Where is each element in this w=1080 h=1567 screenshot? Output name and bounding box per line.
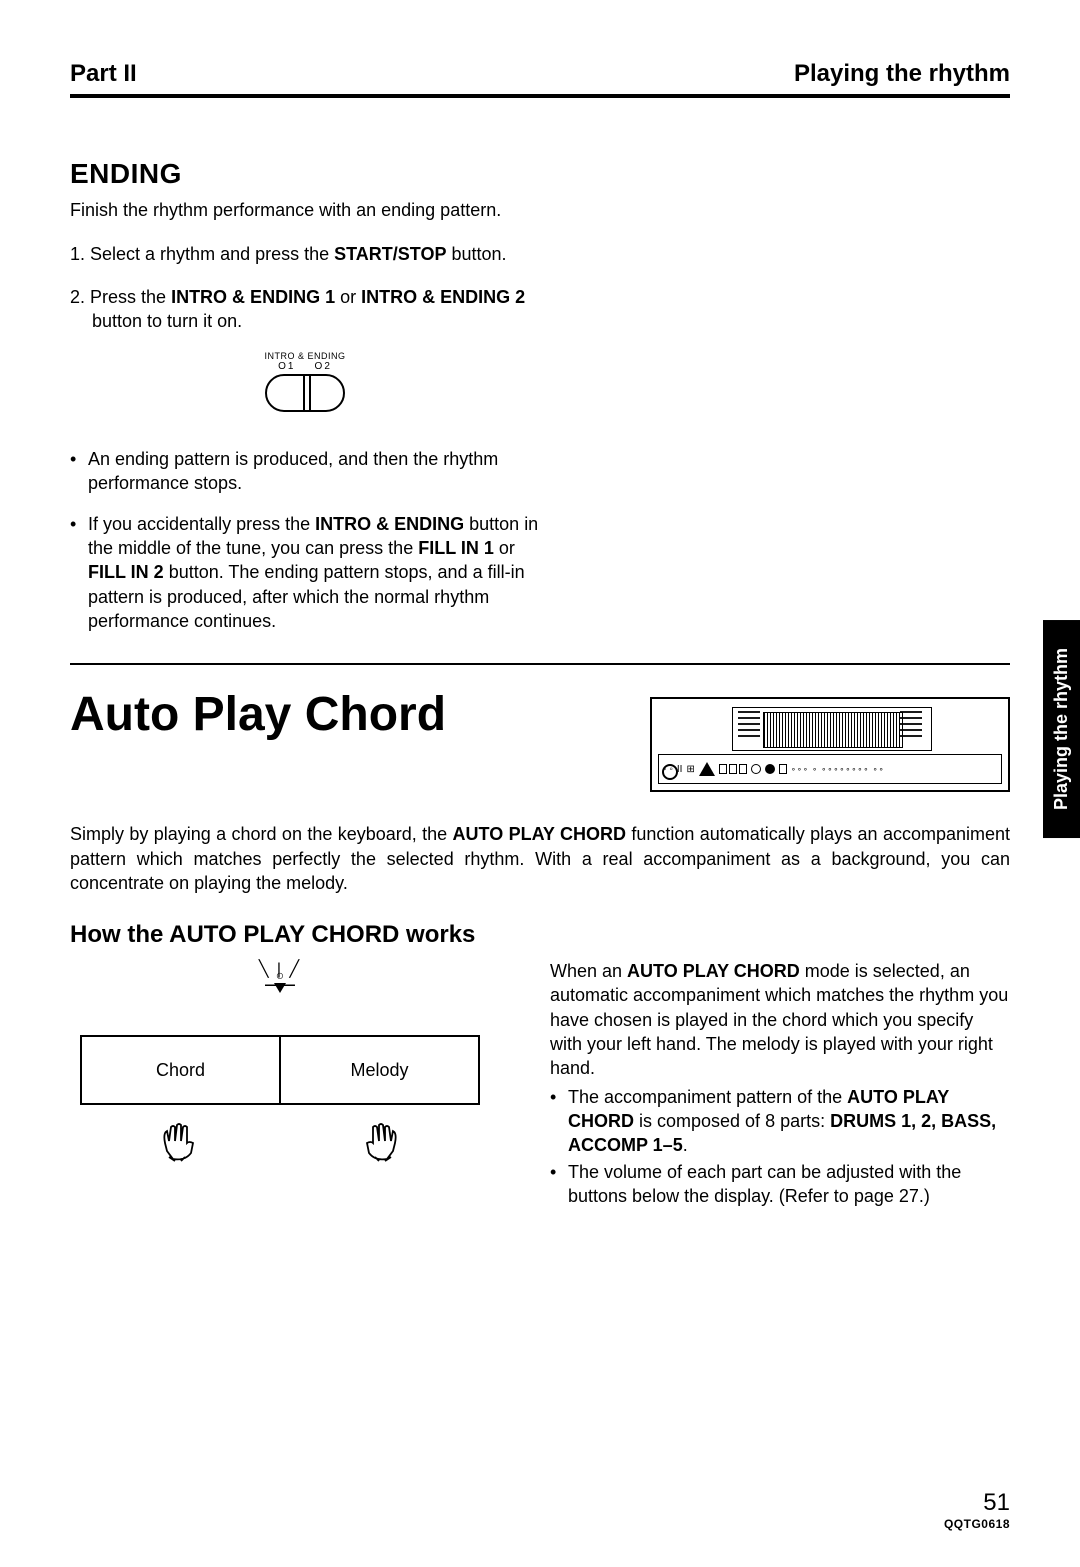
- kbd-rects2-icon: [779, 764, 787, 774]
- step2-mid: or: [335, 287, 361, 307]
- btn-nums: O1 O2: [70, 361, 540, 372]
- db1-mid: is composed of 8 parts:: [634, 1111, 830, 1131]
- kbd-ctrl-3-icon: ⊞: [686, 764, 694, 775]
- step-1: 1. Select a rhythm and press the START/S…: [70, 242, 540, 266]
- apc-intro-bold: AUTO PLAY CHORD: [453, 824, 626, 844]
- kbd-rects-icon: [719, 764, 747, 774]
- apc-title-row: Auto Play Chord ◦ ◦ II ⊞ ∘∘∘ ∘ ∘∘∘∘∘∘∘∘ …: [70, 687, 1010, 792]
- desc-bold: AUTO PLAY CHORD: [627, 961, 800, 981]
- header-left: Part II: [70, 60, 137, 88]
- header-right: Playing the rhythm: [794, 60, 1010, 88]
- kbd-circlef-icon: [765, 764, 775, 774]
- b2-mid2: or: [494, 538, 515, 558]
- kbd-screen-inner-icon: [763, 712, 903, 748]
- step1-post: button.: [446, 244, 506, 264]
- how-description: When an AUTO PLAY CHORD mode is selected…: [550, 959, 1010, 1210]
- how-diagram: ╲ | ╱ –– ○ Chord Melody: [70, 959, 490, 1210]
- kbd-circle-icon: [751, 764, 761, 774]
- kbd-controls-row: ◦ ◦ II ⊞ ∘∘∘ ∘ ∘∘∘∘∘∘∘∘ ∘∘: [658, 754, 1002, 784]
- btn-label: INTRO & ENDING: [70, 351, 540, 361]
- step2-pre: 2. Press the: [70, 287, 171, 307]
- how-title: How the AUTO PLAY CHORD works: [70, 921, 1010, 949]
- ending-note-2: If you accidentally press the INTRO & EN…: [70, 512, 540, 633]
- ending-note-1: An ending pattern is produced, and then …: [70, 447, 540, 496]
- b2-pre: If you accidentally press the: [88, 514, 315, 534]
- keyboard-diagram: ◦ ◦ II ⊞ ∘∘∘ ∘ ∘∘∘∘∘∘∘∘ ∘∘: [650, 697, 1010, 792]
- b2-b1: INTRO & ENDING: [315, 514, 464, 534]
- hands-row: [80, 1113, 480, 1169]
- desc-bullet-2: The volume of each part can be adjusted …: [550, 1160, 1010, 1209]
- page-header: Part II Playing the rhythm: [70, 60, 1010, 98]
- db1-post: .: [683, 1135, 688, 1155]
- desc-para: When an AUTO PLAY CHORD mode is selected…: [550, 959, 1010, 1080]
- b2-b3: FILL IN 2: [88, 562, 164, 582]
- step-2: 2. Press the INTRO & ENDING 1 or INTRO &…: [70, 285, 540, 334]
- lamp-arrow-icon: [274, 983, 286, 993]
- melody-label: Melody: [281, 1037, 478, 1103]
- b2-b2: FILL IN 1: [418, 538, 494, 558]
- apc-intro-pre: Simply by playing a chord on the keyboar…: [70, 824, 453, 844]
- step1-bold: START/STOP: [334, 244, 446, 264]
- step2-b1: INTRO & ENDING 1: [171, 287, 335, 307]
- keyboard-split-box: Chord Melody: [80, 1035, 480, 1105]
- kbd-ctrl-2-icon: II: [677, 764, 683, 775]
- how-two-col: ╲ | ╱ –– ○ Chord Melody: [70, 959, 1010, 1210]
- ending-intro: Finish the rhythm performance with an en…: [70, 198, 540, 222]
- lamp-bulb-icon: ○: [276, 967, 284, 983]
- chord-label: Chord: [82, 1037, 281, 1103]
- apc-intro: Simply by playing a chord on the keyboar…: [70, 822, 1010, 895]
- db1-pre: The accompaniment pattern of the: [568, 1087, 847, 1107]
- ending-section: ENDING Finish the rhythm performance wit…: [70, 158, 540, 633]
- desc-pre: When an: [550, 961, 627, 981]
- split-indicator-icon: ╲ | ╱ –– ○: [80, 959, 480, 999]
- ending-notes: An ending pattern is produced, and then …: [70, 447, 540, 633]
- ending-title: ENDING: [70, 158, 540, 190]
- step1-pre: 1. Select a rhythm and press the: [70, 244, 334, 264]
- footer: 51 QQTG0618: [944, 1489, 1010, 1531]
- kbd-triangle-icon: [699, 762, 715, 776]
- kbd-dots-icon: ∘∘∘ ∘ ∘∘∘∘∘∘∘∘ ∘∘: [791, 765, 885, 774]
- step2-post: button to turn it on.: [92, 311, 242, 331]
- doc-code: QQTG0618: [944, 1517, 1010, 1531]
- side-tab: Playing the rhythm: [1043, 620, 1080, 838]
- apc-title: Auto Play Chord: [70, 687, 446, 742]
- left-hand-icon: [80, 1113, 280, 1169]
- step2-b2: INTRO & ENDING 2: [361, 287, 525, 307]
- desc-bullet-1: The accompaniment pattern of the AUTO PL…: [550, 1085, 1010, 1158]
- divider: [70, 663, 1010, 665]
- intro-ending-button-figure: INTRO & ENDING O1 O2: [70, 351, 540, 417]
- ending-steps: 1. Select a rhythm and press the START/S…: [70, 242, 540, 333]
- page-number: 51: [944, 1489, 1010, 1517]
- kbd-ctrl-1-icon: ◦ ◦: [663, 764, 673, 775]
- oval-button-icon: [265, 374, 345, 412]
- desc-bullets: The accompaniment pattern of the AUTO PL…: [550, 1085, 1010, 1208]
- right-hand-icon: [280, 1113, 480, 1169]
- kbd-right-indicators-icon: [900, 711, 922, 741]
